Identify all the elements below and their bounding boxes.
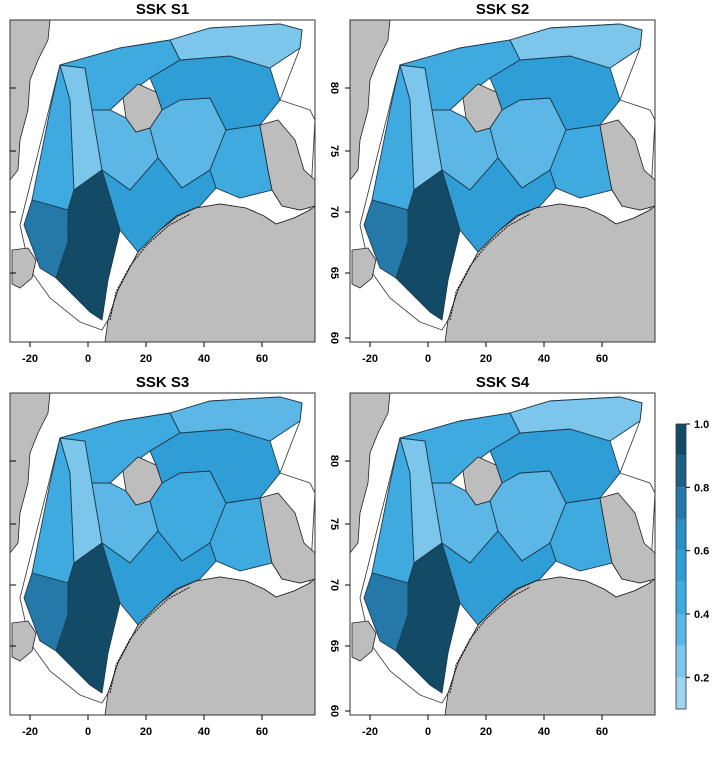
y-tick-label: 60 <box>328 332 340 344</box>
x-tick-label: 20 <box>480 726 492 738</box>
map-frame <box>349 19 656 343</box>
region-11 <box>441 530 557 626</box>
y-tick-label: 70 <box>328 206 340 218</box>
y-tick-label: 65 <box>328 267 340 279</box>
x-tick-label: 20 <box>140 353 152 365</box>
colorbar: 0.2 0.4 0.6 0.8 1.0 <box>675 419 710 710</box>
land-mass <box>259 492 315 584</box>
colorbar-swatch <box>676 645 686 678</box>
x-tick-label: -20 <box>362 726 378 738</box>
colorbar-swatch <box>676 614 686 646</box>
x-tick-label: 60 <box>256 726 268 738</box>
map-panel-2: SSK S2 -20 0 20 40 60 60 65 70 75 80 <box>328 1 656 365</box>
land-mass <box>350 393 391 554</box>
region-4 <box>395 542 461 694</box>
land-mass <box>350 20 391 181</box>
region-10 <box>509 396 643 442</box>
land-mass <box>444 203 655 342</box>
region-10 <box>169 396 303 442</box>
map-panel-1: SSK S1 -20 0 20 40 60 <box>9 1 316 365</box>
svalbard-land <box>122 456 163 506</box>
colorbar-swatch <box>676 550 686 583</box>
x-tick-label: 40 <box>538 353 550 365</box>
x-tick-label: 0 <box>425 726 431 738</box>
land-mass <box>11 620 37 662</box>
x-tick-label: 40 <box>538 726 550 738</box>
region-4 <box>55 542 121 694</box>
colorbar-swatch <box>676 519 686 551</box>
region-10 <box>509 23 643 69</box>
y-tick-label: 75 <box>328 518 340 530</box>
land-mass <box>351 247 377 289</box>
land-mass <box>599 119 655 211</box>
land-mass <box>10 20 51 181</box>
y-tick-label: 75 <box>328 145 340 157</box>
region-4 <box>55 169 121 321</box>
map-panel-3: SSK S3 -20 0 20 40 60 <box>9 374 316 738</box>
x-tick-label: 20 <box>140 726 152 738</box>
land-mass <box>104 576 315 715</box>
x-tick-label: 60 <box>256 353 268 365</box>
x-tick-label: -20 <box>22 353 38 365</box>
panel-title: SSK S2 <box>476 1 529 18</box>
panel-title: SSK S4 <box>476 374 530 391</box>
land-mass <box>599 492 655 584</box>
x-tick-label: -20 <box>362 353 378 365</box>
svalbard-land <box>122 83 163 133</box>
land-mass <box>259 119 315 211</box>
x-tick-label: 60 <box>596 353 608 365</box>
land-mass <box>10 393 51 554</box>
map-frame <box>9 392 316 716</box>
y-tick-label: 65 <box>328 640 340 652</box>
colorbar-tick-label: 0.2 <box>694 672 709 684</box>
colorbar-swatch <box>676 677 686 709</box>
y-tick-label: 80 <box>328 455 340 467</box>
map-panel-4: SSK S4 -20 0 20 40 60 60 65 70 75 80 <box>328 374 656 738</box>
svalbard-land <box>462 83 503 133</box>
x-tick-label: 40 <box>198 726 210 738</box>
x-tick-label: 60 <box>596 726 608 738</box>
region-11 <box>101 530 217 626</box>
region-4 <box>395 169 461 321</box>
panel-title: SSK S3 <box>136 374 189 391</box>
colorbar-tick-label: 1.0 <box>694 419 709 431</box>
x-tick-label: 20 <box>480 353 492 365</box>
land-mass <box>444 576 655 715</box>
svalbard-land <box>462 456 503 506</box>
x-tick-label: 0 <box>425 353 431 365</box>
land-mass <box>351 620 377 662</box>
y-tick-label: 60 <box>328 705 340 717</box>
colorbar-tick-label: 0.4 <box>694 609 710 621</box>
y-tick-label: 80 <box>328 82 340 94</box>
panel-title: SSK S1 <box>136 1 189 18</box>
land-mass <box>11 247 37 289</box>
x-tick-label: 40 <box>198 353 210 365</box>
map-frame <box>349 392 656 716</box>
x-tick-label: 0 <box>85 353 91 365</box>
colorbar-swatch <box>676 487 686 519</box>
y-tick-label: 70 <box>328 579 340 591</box>
colorbar-swatch <box>676 582 686 614</box>
x-tick-label: -20 <box>22 726 38 738</box>
colorbar-swatch <box>676 424 686 456</box>
x-tick-label: 0 <box>85 726 91 738</box>
region-11 <box>101 157 217 253</box>
colorbar-tick-label: 0.6 <box>694 546 709 558</box>
land-mass <box>104 203 315 342</box>
colorbar-tick-label: 0.8 <box>694 482 709 494</box>
colorbar-swatch <box>676 455 686 488</box>
region-10 <box>169 23 303 69</box>
map-frame <box>9 19 316 343</box>
region-11 <box>441 157 557 253</box>
